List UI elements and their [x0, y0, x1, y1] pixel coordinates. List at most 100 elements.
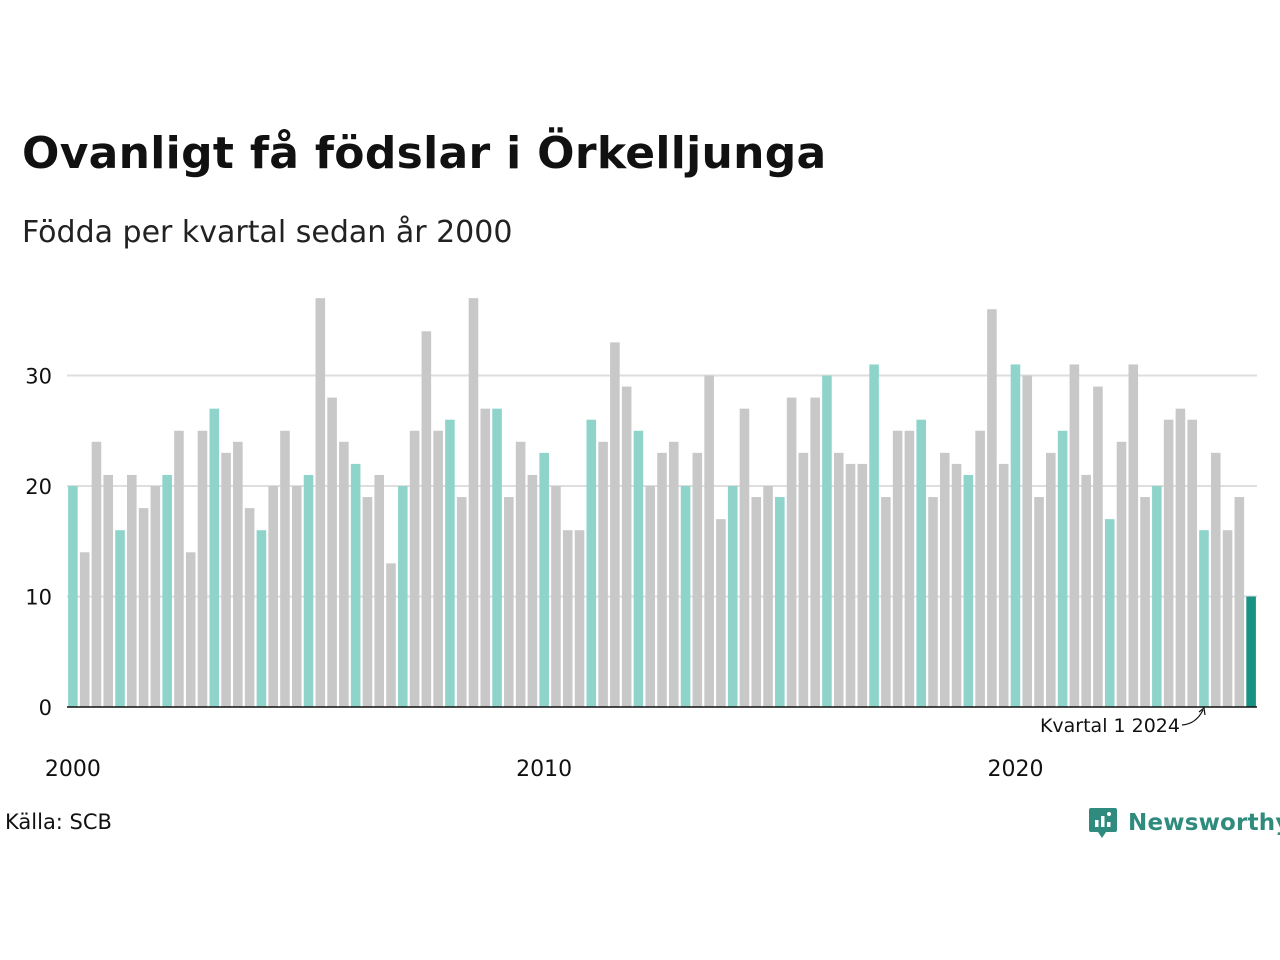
bar	[221, 452, 231, 707]
x-tick-label: 2020	[987, 757, 1043, 782]
bar	[103, 474, 114, 707]
x-tick-label: 2000	[45, 757, 101, 782]
bar	[1034, 497, 1044, 707]
bar	[939, 452, 950, 707]
chart-subtitle: Födda per kvartal sedan år 2000	[22, 215, 513, 250]
bar	[951, 463, 962, 707]
bar	[657, 452, 667, 707]
bar	[892, 430, 903, 707]
bar-chart: 0 10 20 30 2000 2010 2020 Kvartal 1 2024	[25, 298, 1257, 782]
bar	[421, 331, 432, 707]
bar	[445, 419, 455, 707]
bar	[916, 419, 926, 707]
bar	[668, 441, 679, 707]
annotation-arrow	[1181, 709, 1204, 726]
bar	[763, 486, 773, 707]
latest-period-annotation: Kvartal 1 2024	[1040, 715, 1180, 737]
bar	[386, 563, 396, 707]
bar	[586, 419, 597, 707]
bar	[68, 486, 78, 707]
bar	[598, 441, 608, 707]
bar	[928, 497, 938, 707]
bar	[327, 397, 337, 707]
bar	[174, 430, 184, 707]
bar	[492, 408, 502, 707]
bar	[362, 497, 373, 707]
bar	[233, 441, 243, 707]
bar	[692, 452, 703, 707]
bar	[398, 486, 408, 707]
y-tick-label: 10	[25, 586, 52, 610]
bar	[727, 486, 738, 707]
bar	[857, 463, 868, 707]
bar	[574, 530, 585, 707]
bar	[551, 486, 561, 707]
bar	[433, 430, 443, 707]
newsworthy-logo-icon	[1089, 808, 1117, 838]
bar	[987, 309, 997, 707]
bar	[810, 397, 820, 707]
bar	[1199, 530, 1209, 707]
bar	[1069, 364, 1080, 707]
bar	[881, 497, 891, 707]
bar	[1175, 408, 1186, 707]
bar	[527, 474, 538, 707]
bar	[480, 408, 491, 707]
bar	[79, 552, 90, 707]
bar	[350, 463, 361, 707]
bar	[504, 497, 514, 707]
bar	[621, 386, 632, 707]
bar	[150, 486, 161, 707]
bar	[633, 430, 644, 707]
bar	[1010, 364, 1021, 707]
bar	[562, 530, 573, 707]
bar	[162, 474, 172, 707]
bar	[680, 486, 691, 707]
bar	[833, 452, 844, 707]
bar	[1140, 497, 1150, 707]
bar	[610, 342, 620, 707]
chart-title: Ovanligt få födslar i Örkelljunga	[22, 128, 827, 179]
annotation-arrowhead	[1198, 706, 1206, 716]
bar	[256, 530, 267, 707]
bar	[315, 298, 326, 707]
bar	[456, 497, 467, 707]
bar	[1210, 452, 1221, 707]
bar	[268, 486, 278, 707]
bar	[775, 497, 785, 707]
bar	[244, 508, 255, 707]
bar	[1022, 375, 1033, 707]
brand-logo: Newsworthy	[1088, 805, 1280, 841]
source-note: Källa: SCB	[5, 810, 112, 834]
bar	[904, 430, 915, 707]
bar	[127, 474, 137, 707]
bar	[1081, 474, 1091, 707]
bar	[998, 463, 1009, 707]
bar	[291, 486, 302, 707]
bar	[409, 430, 420, 707]
bar	[1187, 419, 1197, 707]
bar	[786, 397, 797, 707]
bar	[1104, 519, 1115, 707]
bar	[975, 430, 985, 707]
brand-name: Newsworthy	[1128, 810, 1280, 836]
bar	[1116, 441, 1127, 707]
bar	[515, 441, 526, 707]
bar	[1222, 530, 1233, 707]
bar	[704, 375, 714, 707]
bar	[280, 430, 290, 707]
bar	[869, 364, 879, 707]
bar	[739, 408, 750, 707]
bar	[91, 441, 102, 707]
bar	[822, 375, 832, 707]
x-tick-label: 2010	[516, 757, 572, 782]
bar	[1046, 452, 1056, 707]
bar	[1234, 497, 1245, 707]
bar	[1093, 386, 1103, 707]
bar	[374, 474, 385, 707]
bar	[138, 508, 149, 707]
bar	[1152, 486, 1162, 707]
bar	[751, 497, 762, 707]
bar	[798, 452, 809, 707]
bar	[115, 530, 125, 707]
